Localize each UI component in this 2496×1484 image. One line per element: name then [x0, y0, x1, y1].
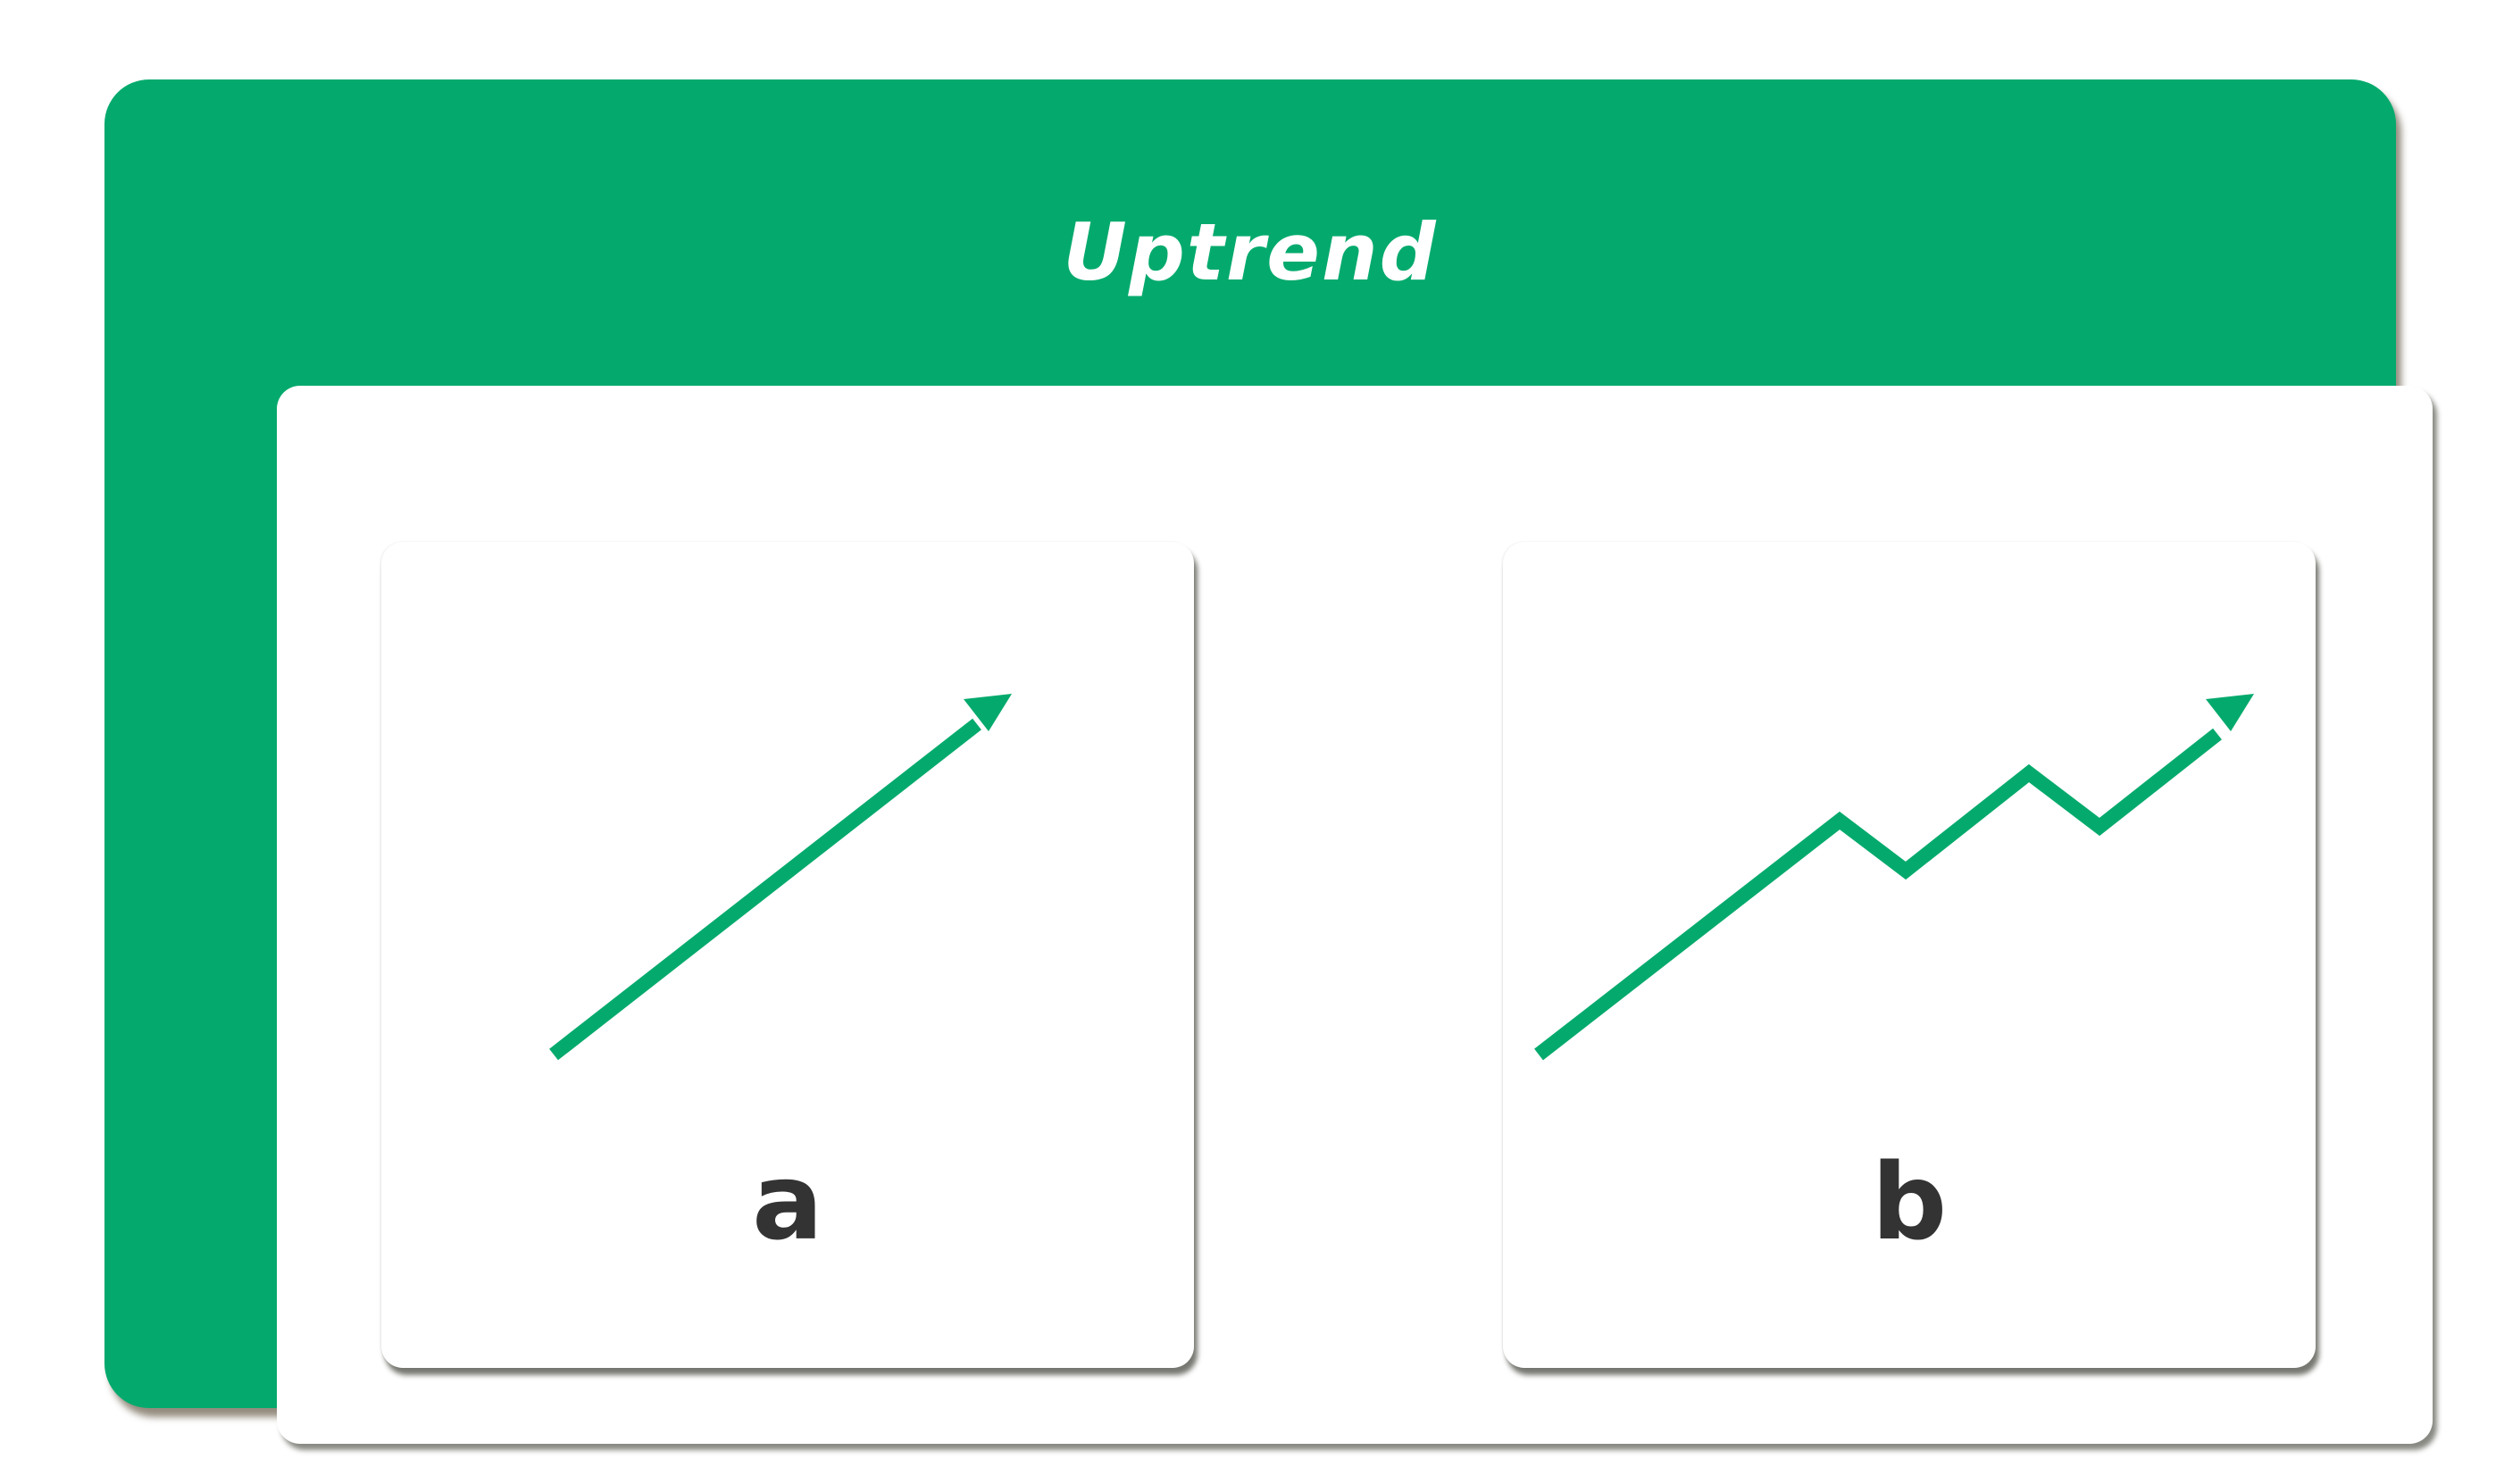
straight-trend-line	[549, 718, 981, 1061]
uptrend-card: Uptrend a b	[104, 79, 2433, 1444]
zigzag-uptrend-arrow-icon	[1534, 694, 2254, 1061]
card-title: Uptrend	[1063, 206, 1438, 298]
straight-uptrend-arrow-icon	[549, 694, 1012, 1061]
arrowhead-icon	[2206, 694, 2254, 731]
arrowhead-icon	[964, 694, 1012, 731]
panel-b: b	[1503, 542, 2316, 1368]
panel-a: a	[381, 542, 1194, 1368]
panel-label: a	[752, 1140, 823, 1263]
zigzag-trend-line	[1534, 728, 2222, 1061]
diagram-panel: a b	[277, 386, 2433, 1444]
panel-label: b	[1871, 1140, 1948, 1263]
